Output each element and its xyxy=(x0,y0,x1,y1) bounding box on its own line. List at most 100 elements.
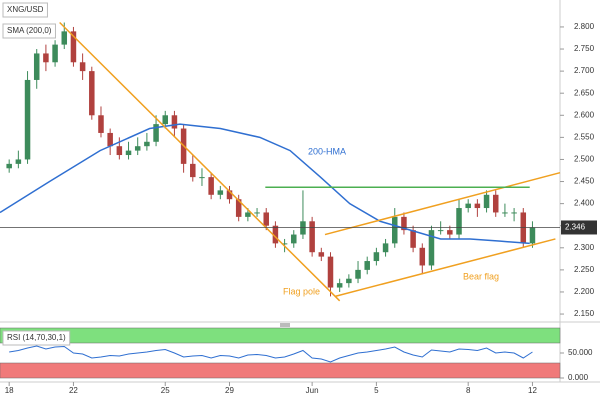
candle-body xyxy=(492,194,499,213)
y-tick-label: 2.150 xyxy=(574,309,595,318)
y-tick-label: 2.400 xyxy=(574,199,595,208)
candle-body xyxy=(502,212,508,214)
candle-body xyxy=(70,31,77,63)
x-tick-label: 5 xyxy=(374,386,379,395)
candle-body xyxy=(263,212,269,226)
moving-average xyxy=(0,123,530,245)
candle-body xyxy=(410,230,416,248)
candle-body xyxy=(79,62,86,72)
candle-body xyxy=(33,53,40,80)
candle-body xyxy=(437,230,444,232)
annotation: Bear flag xyxy=(463,271,499,281)
candle-body xyxy=(511,212,517,214)
candle-body xyxy=(245,212,251,217)
candle-body xyxy=(318,252,325,257)
annotation: 200-HMA xyxy=(308,146,346,156)
y-tick-label: 2.700 xyxy=(574,66,595,75)
candle-body xyxy=(483,194,490,209)
y-tick-label: 2.200 xyxy=(574,287,595,296)
candle-body xyxy=(346,278,352,284)
rsi-line xyxy=(9,345,533,363)
x-tick-label: 8 xyxy=(466,386,471,395)
candle-body xyxy=(15,159,22,164)
x-tick-label: 25 xyxy=(161,386,170,395)
candle-body xyxy=(309,221,315,253)
candle-body xyxy=(134,146,141,151)
legend-box xyxy=(2,330,71,346)
last-price-label: 2.346 xyxy=(565,223,586,232)
candle-body xyxy=(153,124,159,142)
candle-body xyxy=(125,150,132,156)
legend-box xyxy=(2,23,56,39)
candle-body xyxy=(419,247,426,266)
y-tick-label: 2.800 xyxy=(574,22,595,31)
candle-body xyxy=(456,208,462,235)
candle-body xyxy=(61,31,68,45)
rsi-band xyxy=(0,327,561,344)
candle-body xyxy=(190,163,196,178)
candle-body xyxy=(382,243,389,253)
y-tick-label: 2.600 xyxy=(574,110,595,119)
candle-body xyxy=(281,243,288,245)
candle-body xyxy=(520,212,527,244)
y-tick-label: 50.000 xyxy=(568,348,593,357)
annotation: Flag pole xyxy=(283,286,320,296)
candle-body xyxy=(291,234,297,244)
candle-body xyxy=(392,216,398,244)
legend-box xyxy=(2,2,48,18)
candle-body xyxy=(217,190,224,195)
last-price-box xyxy=(561,220,597,235)
trend-line xyxy=(334,238,556,298)
candle-body xyxy=(24,79,31,160)
y-tick-label: 2.550 xyxy=(574,132,595,141)
candle-body xyxy=(116,146,123,156)
candle-body xyxy=(336,283,343,288)
y-tick-label: 2.500 xyxy=(574,155,595,164)
candle-body xyxy=(355,269,361,279)
y-tick-label: 2.300 xyxy=(574,243,595,252)
candle-body xyxy=(254,212,260,214)
candle-body xyxy=(208,177,214,195)
candle-body xyxy=(465,203,471,209)
y-tick-label: 2.650 xyxy=(574,88,595,97)
trend-line xyxy=(324,171,561,236)
x-tick-label: 18 xyxy=(5,386,14,395)
candle-body xyxy=(144,141,150,147)
candle-body xyxy=(199,177,205,179)
x-tick-label: 12 xyxy=(528,386,537,395)
candle-body xyxy=(235,199,242,217)
candle-body xyxy=(107,132,113,147)
x-tick-label: Jun xyxy=(306,386,319,395)
panel-handle[interactable] xyxy=(280,323,290,327)
x-tick-label: 22 xyxy=(69,386,78,395)
candle-body xyxy=(373,252,380,262)
y-tick-label: 2.750 xyxy=(574,44,595,53)
x-tick-label: 29 xyxy=(225,386,234,395)
candle-body xyxy=(529,227,536,244)
candle-body xyxy=(474,203,481,209)
candle-body xyxy=(43,53,49,63)
legend-label: SMA (200,0) xyxy=(7,26,52,35)
y-tick-label: 2.250 xyxy=(574,265,595,274)
candle-body xyxy=(447,230,453,235)
candle-body xyxy=(89,71,95,116)
candle-body xyxy=(162,115,168,125)
candle-body xyxy=(52,44,58,63)
legend-label: XNG/USD xyxy=(7,5,44,14)
candle-body xyxy=(300,221,306,235)
candle-body xyxy=(364,261,370,270)
candle-body xyxy=(6,163,12,169)
legend-label: RSI (14,70,30,1) xyxy=(7,333,66,342)
y-tick-label: 0.000 xyxy=(568,373,589,382)
y-tick-label: 2.450 xyxy=(574,177,595,186)
candle-body xyxy=(327,256,334,288)
trend-line xyxy=(59,21,341,302)
candle-body xyxy=(226,190,233,200)
candle-body xyxy=(428,230,435,266)
candle-body xyxy=(401,216,407,231)
candle-body xyxy=(272,225,279,244)
candle-body xyxy=(98,115,104,133)
candle-body xyxy=(171,115,178,129)
rsi-band xyxy=(0,362,561,379)
